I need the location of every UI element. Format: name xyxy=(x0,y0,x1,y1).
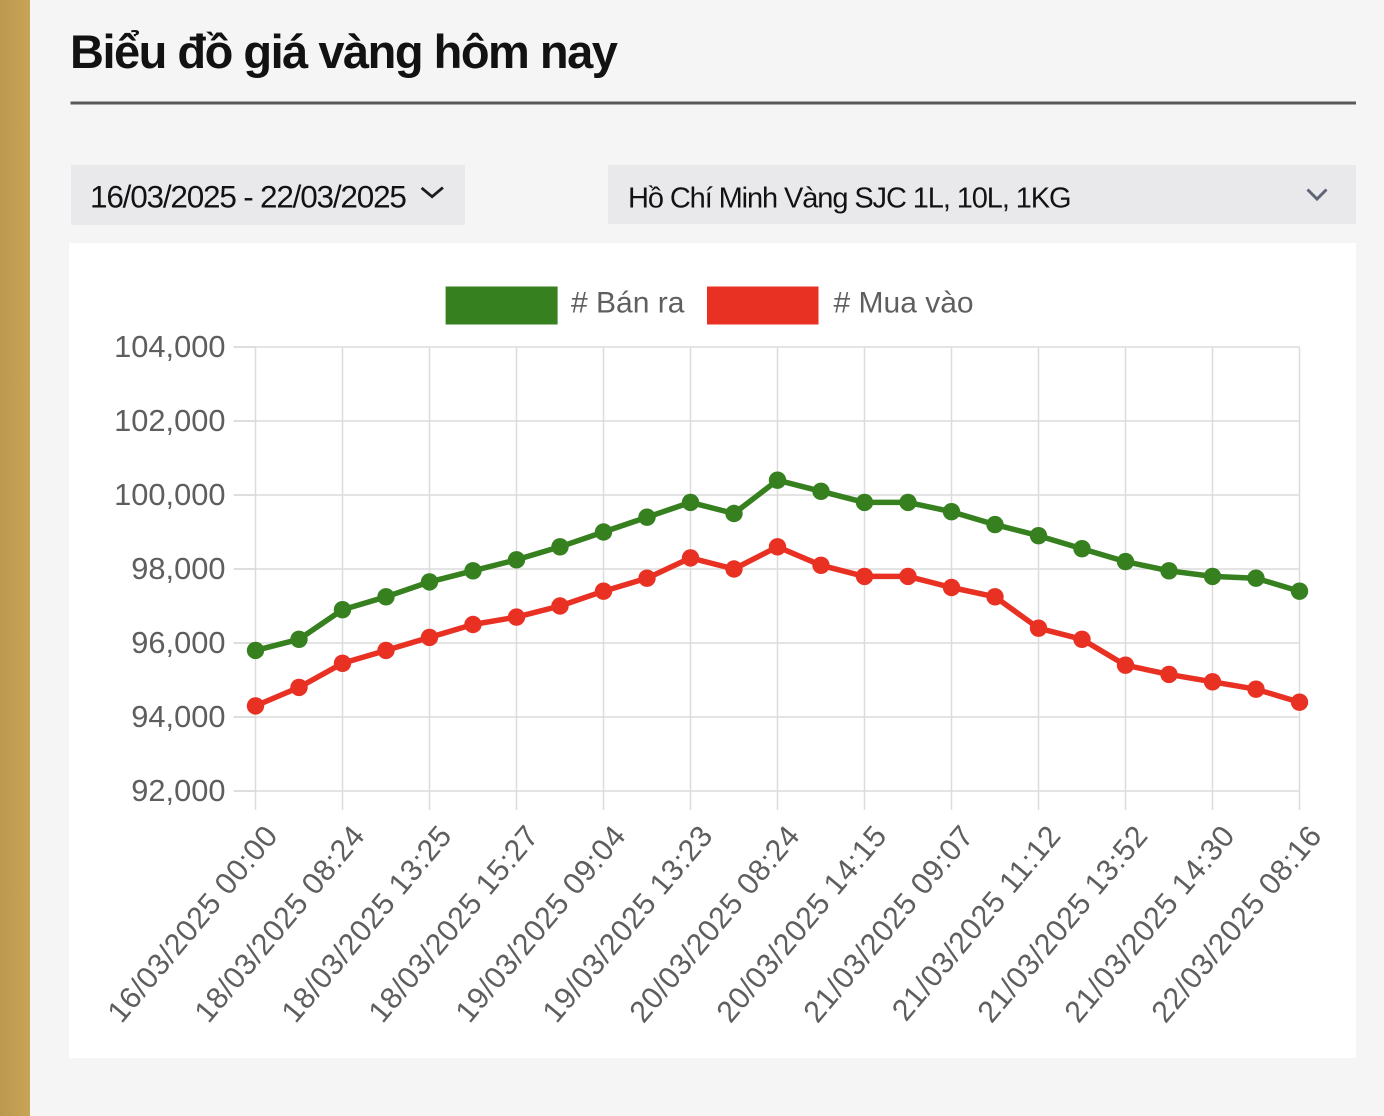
svg-text:98,000: 98,000 xyxy=(131,551,225,586)
svg-text:100,000: 100,000 xyxy=(114,477,225,512)
svg-text:Biểu đồ giá vàng hôm nay: Biểu đồ giá vàng hôm nay xyxy=(70,25,618,78)
svg-text:94,000: 94,000 xyxy=(131,699,225,734)
svg-text:96,000: 96,000 xyxy=(131,625,225,660)
svg-text:# Mua vào: # Mua vào xyxy=(834,287,974,320)
svg-text:102,000: 102,000 xyxy=(114,403,225,438)
svg-text:92,000: 92,000 xyxy=(131,773,225,808)
svg-text:104,000: 104,000 xyxy=(114,329,225,364)
svg-text:Hồ Chí Minh Vàng SJC 1L, 10L,: Hồ Chí Minh Vàng SJC 1L, 10L, 1KG xyxy=(628,182,1070,214)
svg-text:16/03/2025 - 22/03/2025: 16/03/2025 - 22/03/2025 xyxy=(90,179,406,215)
svg-text:# Bán ra: # Bán ra xyxy=(571,287,685,320)
